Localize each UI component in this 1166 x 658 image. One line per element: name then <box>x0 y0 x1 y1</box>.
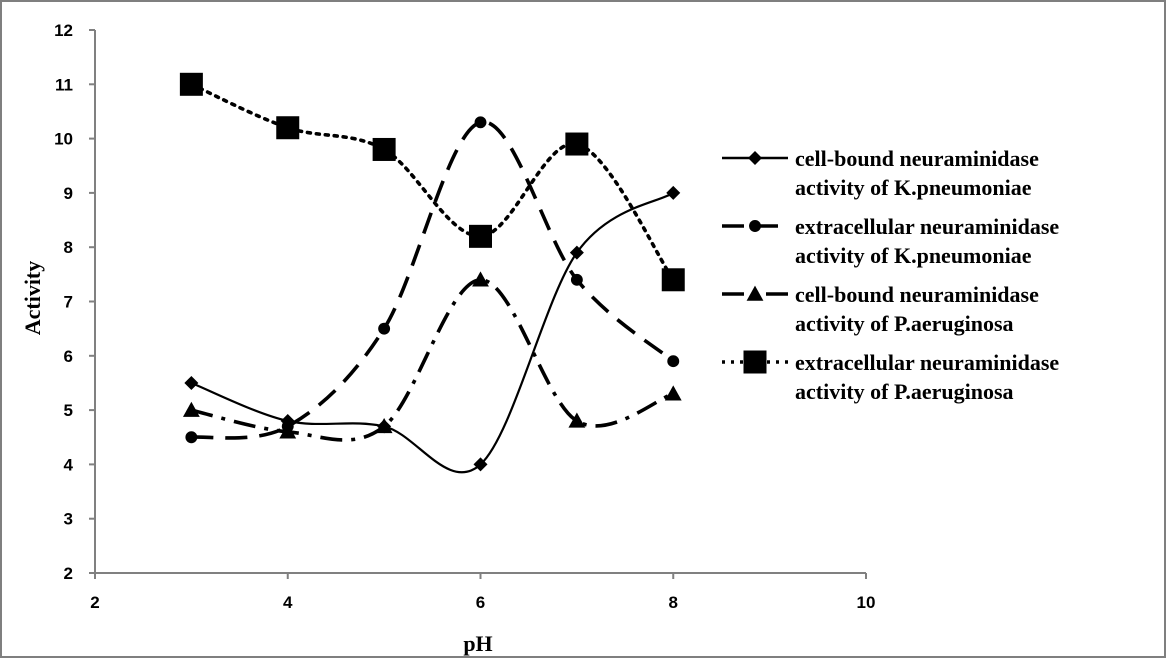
legend-label: activity of K.pneumoniae <box>795 175 1032 200</box>
data-point <box>184 375 199 390</box>
y-tick-label: 12 <box>54 21 73 40</box>
data-point <box>666 185 681 200</box>
y-tick-label: 3 <box>64 510 73 529</box>
data-point <box>661 268 685 292</box>
legend-label: cell-bound neuraminidase <box>795 146 1039 171</box>
data-point <box>276 116 300 140</box>
y-tick-label: 6 <box>64 347 73 366</box>
data-point <box>472 271 489 287</box>
data-point <box>375 417 393 434</box>
data-point <box>664 385 682 401</box>
x-tick-label: 4 <box>283 593 293 612</box>
data-point <box>185 431 198 444</box>
legend-marker <box>749 220 761 232</box>
legend-label: activity of K.pneumoniae <box>795 243 1032 268</box>
data-point <box>182 401 200 417</box>
legend-label: activity of P.aeruginosa <box>795 311 1014 336</box>
y-tick-label: 11 <box>55 75 73 94</box>
series-3 <box>182 271 682 442</box>
legend-entry: extracellular neuraminidase activity of P… <box>722 350 1059 404</box>
y-tick-label: 9 <box>64 184 73 203</box>
legend-label: activity of P.aeruginosa <box>795 379 1014 404</box>
x-tick-label: 10 <box>857 593 876 612</box>
legend-marker <box>748 151 762 165</box>
data-point <box>570 273 583 286</box>
x-tick-label: 2 <box>90 593 99 612</box>
y-tick-label: 2 <box>64 564 73 583</box>
y-tick-label: 5 <box>64 401 73 420</box>
y-axis-title: Activity <box>20 261 45 336</box>
y-tick-label: 8 <box>64 238 73 257</box>
x-axis-title: pH <box>463 631 492 656</box>
x-tick-label: 6 <box>476 593 485 612</box>
data-point <box>667 355 680 368</box>
data-point <box>469 224 492 248</box>
axes: 2 3 4 5 6 7 8 9 10 11 12 2 4 6 8 10 <box>54 21 875 612</box>
data-point <box>569 245 584 260</box>
data-point <box>378 322 391 335</box>
legend-label: extracellular neuraminidase <box>795 214 1059 239</box>
legend-entry: cell-bound neuraminidase activity of P.ae… <box>722 282 1039 336</box>
data-point <box>179 72 203 96</box>
series-group <box>179 72 685 474</box>
series-line <box>189 82 676 282</box>
data-point <box>372 137 396 161</box>
y-tick-label: 7 <box>64 293 73 312</box>
data-point <box>474 116 487 129</box>
data-point <box>473 457 488 472</box>
x-tick-label: 8 <box>669 593 678 612</box>
legend-entry: cell-bound neuraminidase activity of K.pn… <box>722 146 1039 200</box>
data-point <box>279 423 297 439</box>
y-tick-label: 4 <box>64 455 74 474</box>
series-4 <box>179 72 685 292</box>
legend: cell-bound neuraminidase activity of K.pn… <box>722 146 1059 404</box>
legend-marker <box>743 350 767 374</box>
y-tick-label: 10 <box>54 130 73 149</box>
legend-label: extracellular neuraminidase <box>795 350 1059 375</box>
data-point <box>565 132 589 156</box>
data-point <box>568 412 586 428</box>
legend-marker <box>746 285 764 301</box>
legend-entry: extracellular neuraminidase activity of K… <box>722 214 1059 268</box>
legend-label: cell-bound neuraminidase <box>795 282 1039 307</box>
